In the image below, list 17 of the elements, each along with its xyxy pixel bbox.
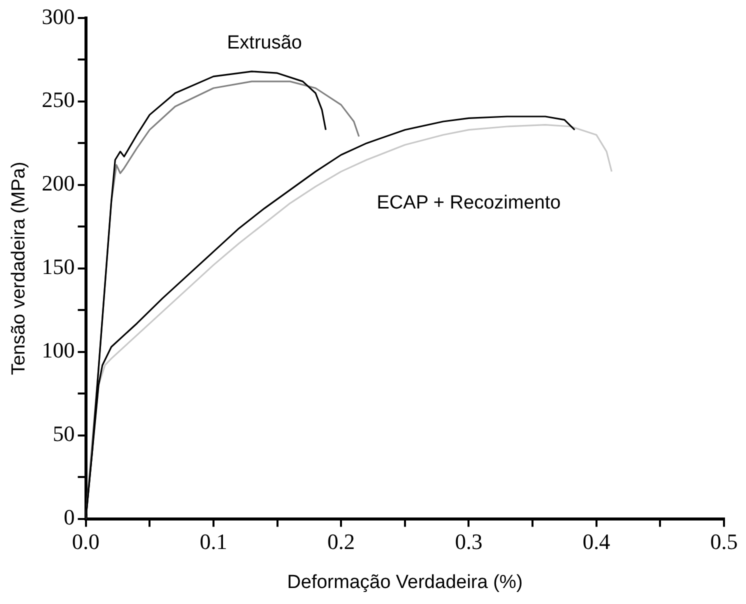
y-tick-label: 250 bbox=[42, 87, 75, 112]
y-tick-label: 50 bbox=[52, 421, 75, 446]
annotation: ECAP + Recozimento bbox=[376, 192, 561, 214]
y-tick-label: 200 bbox=[42, 170, 75, 196]
x-tick-label: 0.5 bbox=[710, 528, 738, 554]
y-tick-label: 150 bbox=[42, 254, 75, 280]
x-tick-label: 0.0 bbox=[72, 528, 100, 554]
x-tick-label: 0.4 bbox=[582, 528, 610, 554]
x-axis-title: Deformação Verdadeira (%) bbox=[287, 572, 523, 593]
x-tick-label: 0.2 bbox=[327, 528, 355, 554]
y-tick-label: 100 bbox=[42, 338, 75, 363]
y-axis-title: Tensão verdadeira (MPa) bbox=[8, 162, 30, 376]
annotation: Extrusão bbox=[227, 32, 302, 54]
x-tick-label: 0.1 bbox=[200, 528, 228, 554]
y-tick-label: 0 bbox=[64, 504, 75, 530]
y-tick-label: 300 bbox=[42, 4, 75, 29]
x-tick-label: 0.3 bbox=[454, 528, 482, 554]
